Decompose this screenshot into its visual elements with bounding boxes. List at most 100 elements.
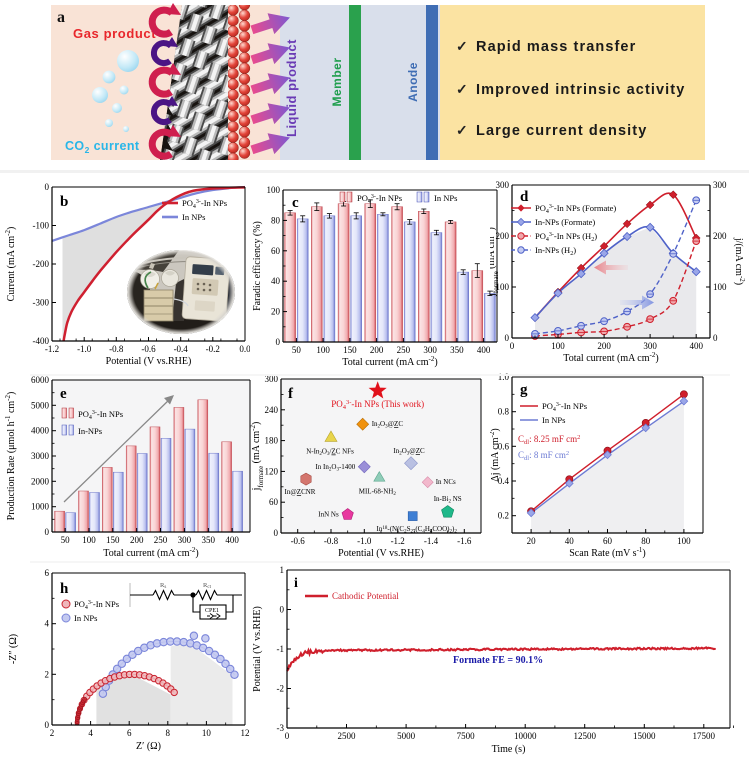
svg-text:Liquid product: Liquid product xyxy=(284,39,299,137)
svg-text:150: 150 xyxy=(343,345,357,355)
svg-text:Rs: Rs xyxy=(160,582,166,590)
svg-text:-3: -3 xyxy=(277,723,285,733)
svg-text:400: 400 xyxy=(689,341,703,351)
svg-text:-1.0: -1.0 xyxy=(77,344,92,354)
svg-text:PO43--In NPs (H2): PO43--In NPs (H2) xyxy=(535,231,597,243)
svg-text:-300: -300 xyxy=(33,298,50,308)
svg-text:CO2 current: CO2 current xyxy=(65,139,140,155)
svg-text:-0.6: -0.6 xyxy=(291,536,306,546)
svg-text:60: 60 xyxy=(271,246,281,256)
svg-text:Time (s): Time (s) xyxy=(492,744,526,755)
svg-text:7500: 7500 xyxy=(457,731,476,741)
svg-text:In-NPs (Formate): In-NPs (Formate) xyxy=(535,217,595,227)
svg-text:12500: 12500 xyxy=(573,731,596,741)
svg-text:Cathodic Potential: Cathodic Potential xyxy=(332,591,399,601)
svg-text:350: 350 xyxy=(202,535,216,545)
svg-text:0: 0 xyxy=(713,333,718,343)
svg-text:5000: 5000 xyxy=(397,731,416,741)
svg-text:e: e xyxy=(60,386,67,402)
svg-text:250: 250 xyxy=(397,345,411,355)
svg-text:Anode: Anode xyxy=(406,62,420,102)
svg-text:f: f xyxy=(288,386,294,402)
svg-text:InN Ns: InN Ns xyxy=(318,511,339,519)
svg-text:350: 350 xyxy=(450,345,464,355)
svg-text:50: 50 xyxy=(61,535,71,545)
svg-text:0: 0 xyxy=(285,731,290,741)
svg-text:In-NPs: In-NPs xyxy=(78,426,102,436)
svg-text:In NPs: In NPs xyxy=(434,193,457,203)
svg-text:200: 200 xyxy=(370,345,384,355)
svg-text:2: 2 xyxy=(45,669,50,679)
svg-text:0: 0 xyxy=(505,333,510,343)
svg-text:80: 80 xyxy=(271,215,281,225)
svg-text:Z′ (Ω): Z′ (Ω) xyxy=(136,741,161,752)
svg-text:2: 2 xyxy=(50,728,55,738)
svg-text:1: 1 xyxy=(280,565,285,575)
svg-text:10: 10 xyxy=(202,728,212,738)
svg-text:a: a xyxy=(57,9,65,26)
svg-text:-1.6: -1.6 xyxy=(457,536,472,546)
svg-text:jformate (mA cm-2): jformate (mA cm-2) xyxy=(490,227,500,297)
svg-text:-1.4: -1.4 xyxy=(424,536,439,546)
svg-text:d: d xyxy=(520,189,529,205)
svg-text:i: i xyxy=(294,576,298,591)
svg-text:PO43--In NPs: PO43--In NPs xyxy=(357,193,402,205)
svg-text:17500: 17500 xyxy=(693,731,716,741)
svg-text:Gas product: Gas product xyxy=(73,26,156,41)
svg-text:Faradic efficiency (%): Faradic efficiency (%) xyxy=(252,221,263,311)
svg-text:4: 4 xyxy=(88,728,93,738)
svg-text:PO43--In NPs: PO43--In NPs xyxy=(74,599,119,611)
svg-text:Production Rate (μmol h-1 cm-2: Production Rate (μmol h-1 cm-2) xyxy=(4,392,17,521)
svg-text:50: 50 xyxy=(292,345,302,355)
svg-text:-2: -2 xyxy=(277,684,285,694)
svg-text:-0.4: -0.4 xyxy=(174,344,189,354)
svg-text:c: c xyxy=(292,195,299,211)
svg-text:MIL-68-NH2: MIL-68-NH2 xyxy=(359,488,397,498)
svg-text:120: 120 xyxy=(265,466,279,476)
svg-text:200: 200 xyxy=(496,231,510,241)
svg-text:100: 100 xyxy=(316,345,330,355)
svg-text:-1.0: -1.0 xyxy=(357,536,372,546)
svg-text:jformate (mA cm-2): jformate (mA cm-2) xyxy=(250,422,265,492)
svg-text:100: 100 xyxy=(496,282,510,292)
svg-text:-0.8: -0.8 xyxy=(109,344,124,354)
svg-text:-0.6: -0.6 xyxy=(141,344,156,354)
svg-text:8: 8 xyxy=(166,728,171,738)
svg-text:180: 180 xyxy=(265,436,279,446)
svg-text:-1.2: -1.2 xyxy=(391,536,405,546)
svg-text:✓: ✓ xyxy=(456,38,468,54)
svg-text:Large current density: Large current density xyxy=(476,123,647,139)
svg-text:300: 300 xyxy=(713,180,727,190)
svg-text:-400: -400 xyxy=(33,336,50,346)
svg-text:300: 300 xyxy=(496,180,510,190)
svg-text:g: g xyxy=(520,382,528,398)
svg-text:In-NPs (H2): In-NPs (H2) xyxy=(535,245,576,257)
svg-text:In NCs: In NCs xyxy=(436,478,456,486)
svg-text:In NPs: In NPs xyxy=(542,415,565,425)
svg-text:300: 300 xyxy=(643,341,657,351)
svg-text:6: 6 xyxy=(45,568,50,578)
svg-text:PO43--In NPs: PO43--In NPs xyxy=(182,198,227,210)
svg-text:In NPs: In NPs xyxy=(182,212,205,222)
svg-text:4000: 4000 xyxy=(31,426,50,436)
svg-text:Cdl: 8.25 mF cm2: Cdl: 8.25 mF cm2 xyxy=(518,434,580,446)
svg-text:300: 300 xyxy=(423,345,437,355)
svg-text:PO43--In NPs (This work): PO43--In NPs (This work) xyxy=(331,399,424,411)
svg-text:200: 200 xyxy=(130,535,144,545)
svg-text:In In2O3-1400: In In2O3-1400 xyxy=(315,463,355,473)
svg-text:Cdl: 8 mF cm2: Cdl: 8 mF cm2 xyxy=(518,450,569,462)
svg-text:240: 240 xyxy=(265,405,279,415)
svg-text:60: 60 xyxy=(269,497,279,507)
svg-text:In@ZCNR: In@ZCNR xyxy=(285,488,316,496)
svg-text:5000: 5000 xyxy=(31,400,50,410)
svg-text:In18-(N(C2S2-(C4H4COO)2)2: In18-(N(C2S2-(C4H4COO)2)2 xyxy=(377,525,458,535)
svg-text:Δj (mA cm-2): Δj (mA cm-2) xyxy=(490,428,501,481)
svg-text:400: 400 xyxy=(477,345,491,355)
svg-text:0: 0 xyxy=(45,720,50,730)
svg-text:PO43--In NPs: PO43--In NPs xyxy=(542,401,587,413)
svg-text:Rapid mass transfer: Rapid mass transfer xyxy=(476,39,636,55)
svg-text:Rct: Rct xyxy=(203,582,212,590)
svg-text:80: 80 xyxy=(641,536,651,546)
svg-text:12: 12 xyxy=(241,728,250,738)
svg-text:4: 4 xyxy=(45,619,50,629)
